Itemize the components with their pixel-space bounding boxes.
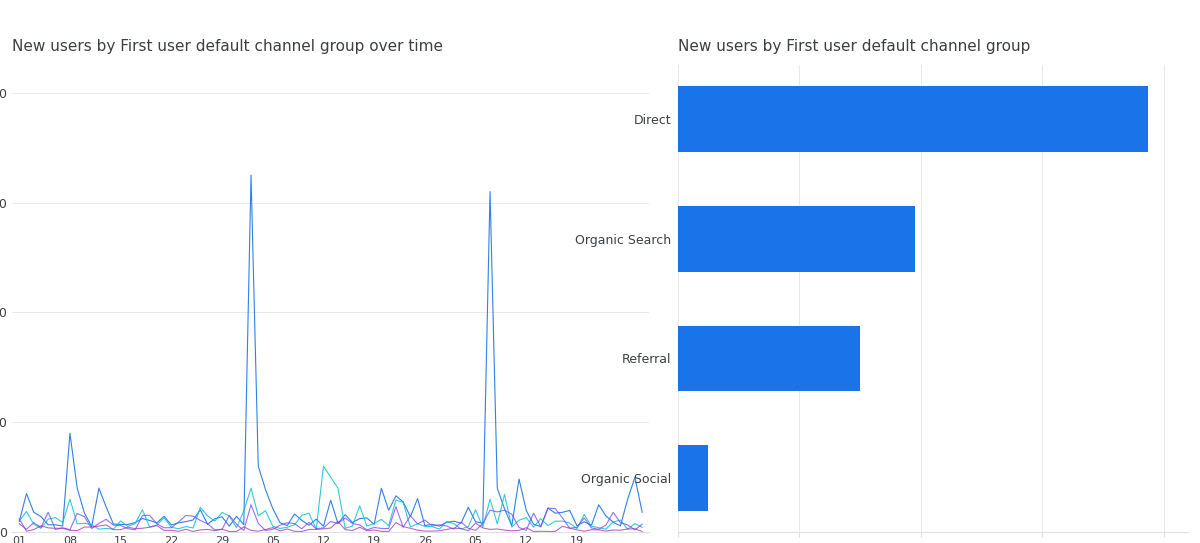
Text: New users by First user default channel group over time: New users by First user default channel …: [12, 39, 443, 54]
Text: New users by First user default channel group: New users by First user default channel …: [678, 39, 1031, 54]
Bar: [678, 445, 708, 511]
Bar: [678, 326, 860, 392]
Bar: [678, 86, 1148, 152]
Bar: [678, 206, 914, 272]
